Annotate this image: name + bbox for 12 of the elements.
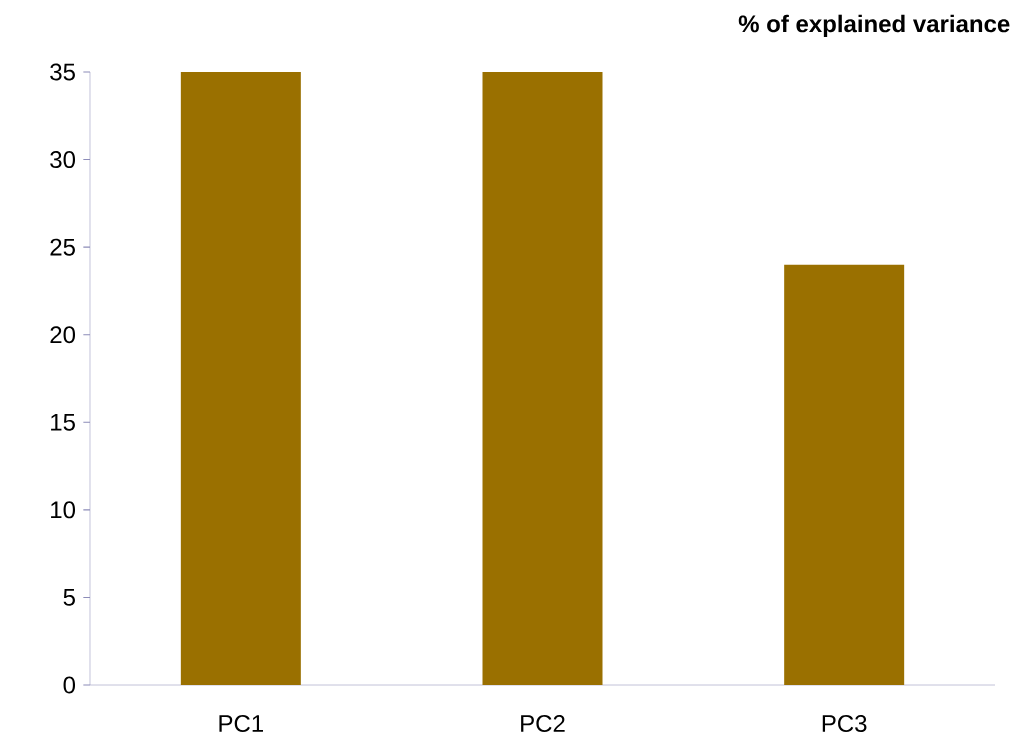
y-tick-label: 0 [63,676,76,694]
y-tick-label: 10 [51,501,76,519]
y-tick-label: 15 [51,413,75,431]
y-tick-label: 30 [50,151,76,169]
y-tick-label: 35 [50,63,75,81]
x-tick-label: PC3 [822,715,867,733]
y-tick-label: 5 [63,589,75,606]
x-tick-label: PC1 [219,715,263,733]
chart-title: % of explained variance [738,14,1010,38]
y-tick-label: 20 [50,326,76,344]
y-tick-label: 25 [50,238,75,256]
x-tick-label: PC2 [521,715,565,733]
